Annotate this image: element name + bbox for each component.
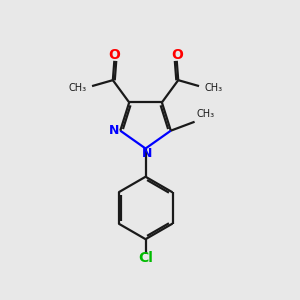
Text: Cl: Cl	[138, 251, 153, 266]
Text: N: N	[109, 124, 119, 136]
Text: CH₃: CH₃	[204, 83, 223, 94]
Text: CH₃: CH₃	[69, 83, 87, 94]
Text: CH₃: CH₃	[196, 109, 214, 119]
Text: O: O	[108, 49, 120, 62]
Text: N: N	[142, 147, 152, 160]
Text: O: O	[171, 49, 183, 62]
